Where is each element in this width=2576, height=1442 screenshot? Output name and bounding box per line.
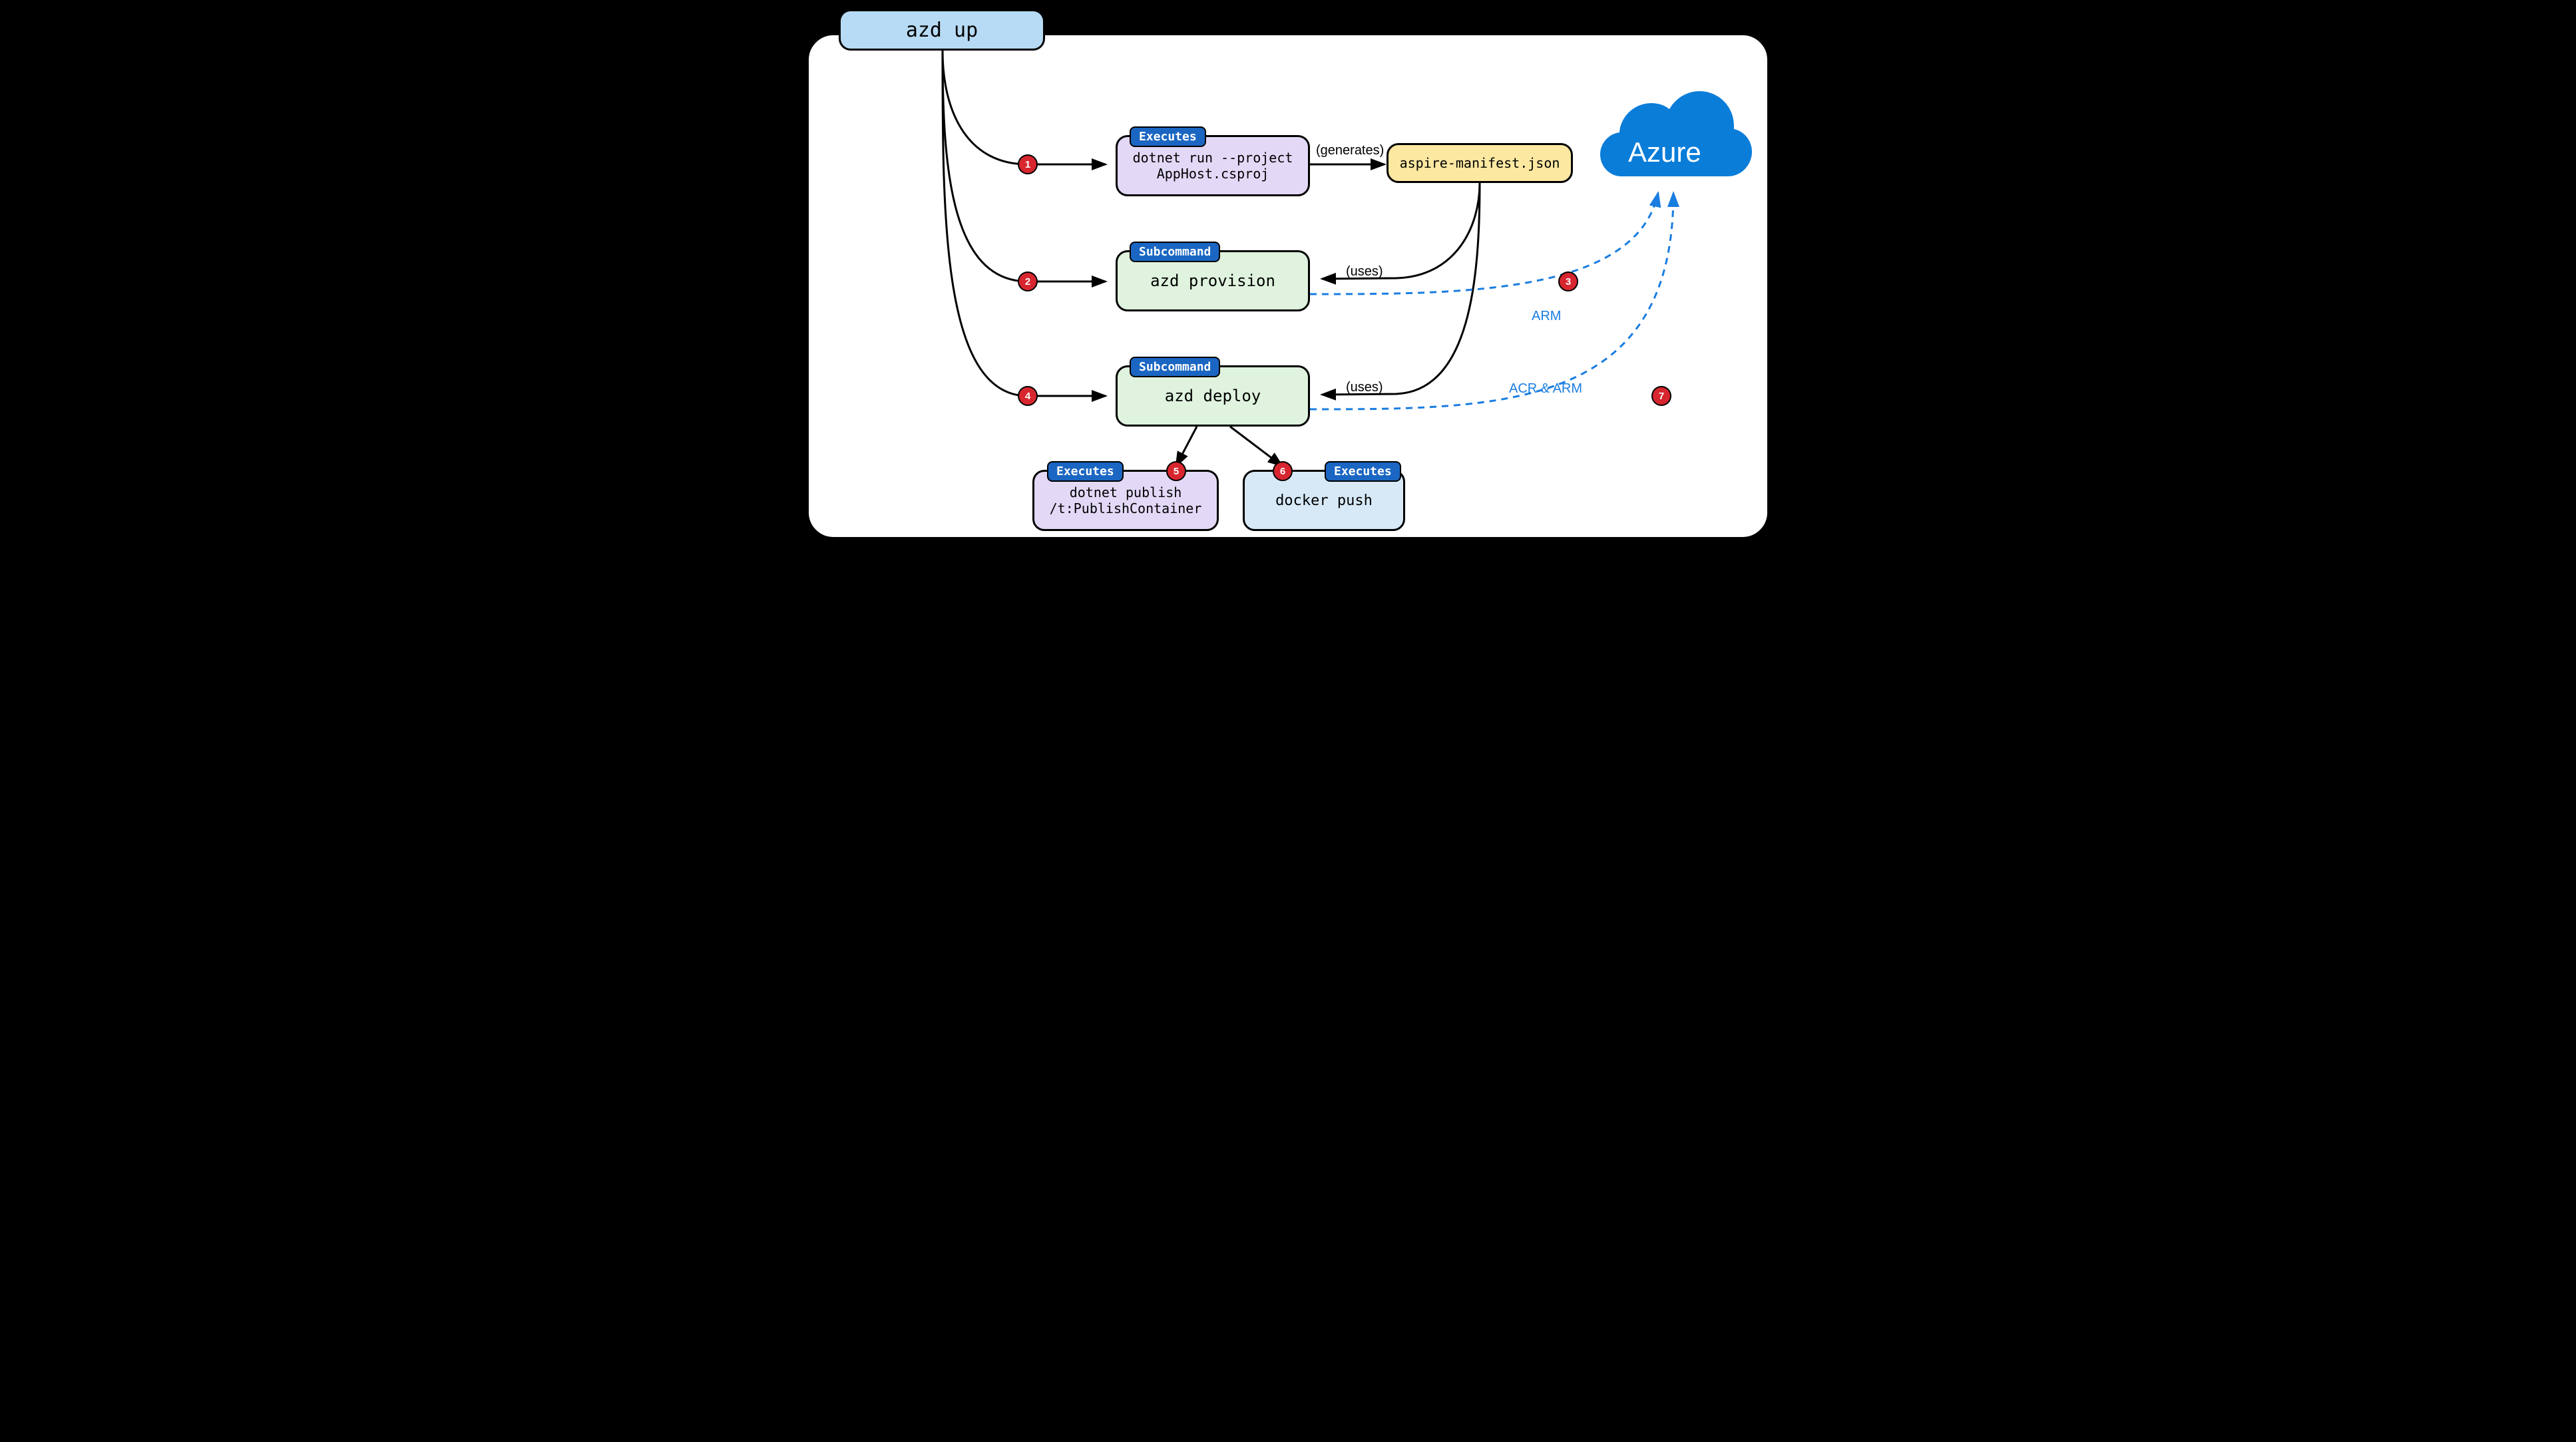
badge-executes-3: Executes (1325, 461, 1401, 482)
step-badge-3: 3 (1558, 271, 1578, 291)
badge-subcommand-1: Subcommand (1130, 242, 1220, 262)
step-badge-2: 2 (1018, 271, 1038, 291)
edge-label-arm: ARM (1532, 309, 1561, 324)
badge-executes-1: Executes (1130, 126, 1206, 147)
step-badge-7: 7 (1651, 386, 1671, 406)
step-badge-4: 4 (1018, 386, 1038, 406)
azure-cloud-label: Azure (1628, 136, 1701, 168)
badge-subcommand-2: Subcommand (1130, 357, 1220, 377)
step-badge-1: 1 (1018, 154, 1038, 174)
edge-label-uses-1: (uses) (1346, 264, 1383, 279)
edge-label-uses-2: (uses) (1346, 380, 1383, 395)
step-badge-5: 5 (1166, 461, 1186, 481)
node-aspire-manifest: aspire-manifest.json (1387, 143, 1573, 183)
step-badge-6: 6 (1273, 461, 1293, 481)
edge-label-generates: (generates) (1316, 143, 1384, 158)
badge-executes-2: Executes (1047, 461, 1124, 482)
edge-label-acr-arm: ACR & ARM (1509, 381, 1582, 397)
node-azd-up: azd up (839, 9, 1045, 51)
